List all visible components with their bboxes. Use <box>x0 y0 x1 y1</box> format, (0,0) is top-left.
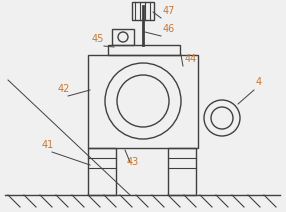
Bar <box>112 29 134 45</box>
Bar <box>88 55 198 148</box>
Text: 44: 44 <box>185 54 197 64</box>
Text: 43: 43 <box>127 157 139 167</box>
Text: 45: 45 <box>92 34 104 44</box>
Bar <box>132 2 154 20</box>
Bar <box>108 45 180 55</box>
Text: 47: 47 <box>163 6 175 16</box>
Text: 41: 41 <box>42 140 54 150</box>
Text: 42: 42 <box>58 84 70 94</box>
Bar <box>168 148 196 195</box>
Text: 46: 46 <box>163 24 175 34</box>
Text: 4: 4 <box>256 77 262 87</box>
Bar <box>88 148 116 195</box>
